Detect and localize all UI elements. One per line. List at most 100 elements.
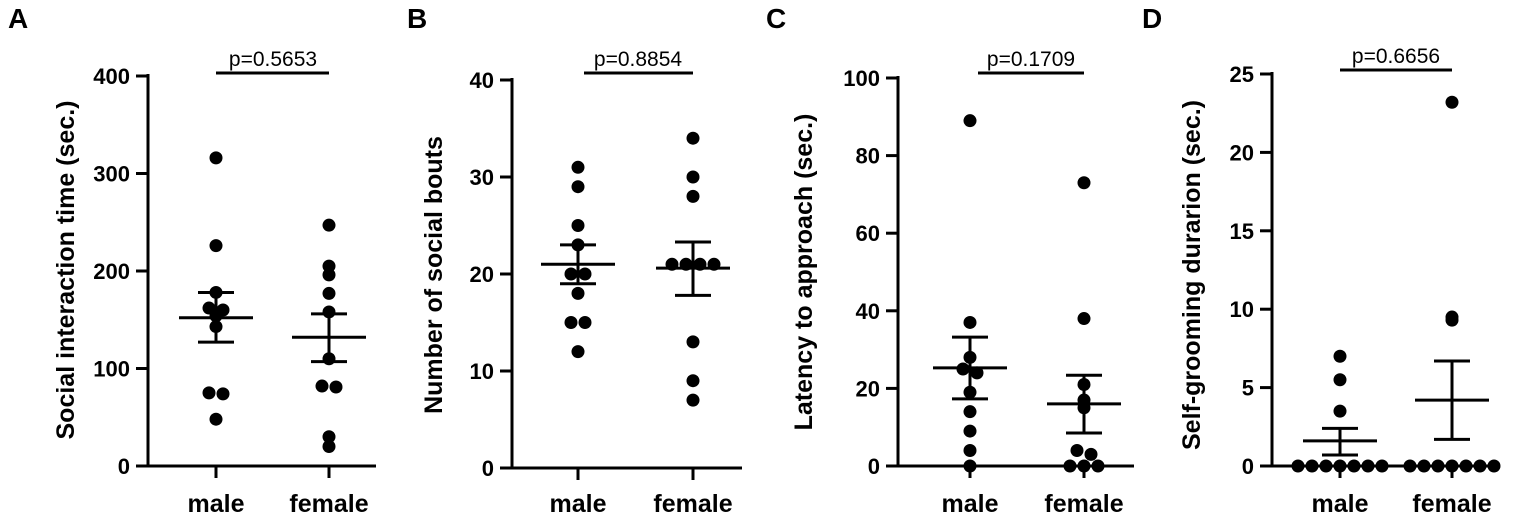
y-tick-label-d: 10 [1230, 297, 1254, 322]
y-tick-label-b: 40 [470, 68, 494, 93]
data-point-male-c [963, 443, 977, 457]
data-point-female-d [1473, 459, 1487, 473]
panel-b: B Number of social bouts p=0.8854 male f… [407, 3, 742, 518]
data-point-female-d [1445, 95, 1459, 109]
category-label-male-d: male [1312, 490, 1369, 518]
y-tick-label-d: 15 [1230, 219, 1254, 244]
category-label-female-b: female [653, 490, 732, 518]
panel-letter-b: B [407, 3, 427, 34]
p-value-b: p=0.8854 [594, 48, 682, 71]
data-point-female-c [1070, 443, 1084, 457]
data-point-female-a [322, 286, 336, 300]
data-point-male-d [1333, 373, 1347, 387]
y-tick-label-a: 400 [93, 64, 130, 89]
data-point-male-d [1361, 459, 1375, 473]
panel-d: D Self-grooming durarion (sec.) p=0.6656… [1142, 3, 1501, 518]
data-point-female-b [686, 374, 700, 388]
y-tick-label-a: 0 [118, 454, 130, 479]
data-point-male-d [1319, 459, 1333, 473]
y-axis-title-b: Number of social bouts [420, 136, 448, 414]
data-point-male-a [202, 386, 216, 400]
data-point-male-d [1333, 459, 1347, 473]
data-point-female-d [1431, 459, 1445, 473]
category-label-female-c: female [1044, 490, 1123, 518]
data-point-female-d [1445, 313, 1459, 327]
category-label-male-a: male [188, 490, 245, 518]
y-tick-label-d: 0 [1242, 454, 1254, 479]
data-point-male-b [571, 160, 585, 174]
y-tick-label-c: 60 [856, 221, 880, 246]
data-point-male-d [1333, 349, 1347, 363]
data-point-female-b [686, 131, 700, 145]
data-point-female-a [322, 430, 336, 444]
y-axis-title-c: Latency to approach (sec.) [790, 114, 818, 431]
data-point-male-b [571, 286, 585, 300]
y-tick-label-d: 5 [1242, 376, 1254, 401]
data-point-female-c [1077, 312, 1091, 326]
y-tick-label-b: 20 [470, 262, 494, 287]
data-point-female-c [1091, 459, 1105, 473]
data-point-male-b [571, 180, 585, 194]
data-point-male-b [564, 316, 578, 329]
y-tick-label-b: 0 [482, 456, 494, 481]
data-point-male-b [578, 316, 592, 329]
data-point-female-a [315, 379, 329, 393]
y-tick-label-d: 20 [1230, 140, 1254, 165]
y-tick-label-d: 25 [1230, 62, 1254, 87]
p-value-a: p=0.5653 [229, 48, 317, 71]
y-tick-label-c: 0 [868, 454, 880, 479]
panel-letter-a: A [8, 3, 28, 34]
category-label-male-b: male [550, 490, 607, 518]
y-tick-label-b: 30 [470, 165, 494, 190]
data-point-male-c [970, 366, 984, 380]
data-point-female-c [1077, 459, 1091, 473]
category-label-female-a: female [289, 490, 368, 518]
data-point-male-a [209, 412, 223, 426]
data-point-female-a [322, 440, 336, 453]
data-point-female-a [322, 218, 336, 232]
data-point-male-d [1305, 459, 1319, 473]
category-label-female-d: female [1412, 490, 1491, 518]
data-point-female-c [1084, 447, 1098, 461]
y-axis-title-d: Self-grooming durarion (sec.) [1178, 100, 1206, 450]
data-point-female-c [1077, 176, 1091, 190]
data-point-female-d [1445, 459, 1459, 473]
data-point-female-b [686, 170, 700, 184]
data-point-female-c [1063, 459, 1077, 473]
data-point-male-b [578, 267, 592, 281]
data-point-male-a [209, 151, 223, 165]
p-value-d: p=0.6656 [1352, 45, 1440, 68]
panel-a: A Social interaction time (sec.) p=0.565… [8, 3, 376, 518]
data-point-male-d [1333, 404, 1347, 418]
data-point-male-d [1375, 459, 1389, 473]
data-point-female-a [329, 380, 343, 394]
y-tick-label-c: 100 [843, 66, 880, 91]
data-point-female-d [1417, 459, 1431, 473]
data-point-male-c [963, 459, 977, 473]
data-point-male-a [209, 239, 223, 253]
data-point-female-d [1403, 459, 1417, 473]
data-point-male-a [216, 387, 230, 401]
y-tick-label-c: 80 [856, 144, 880, 169]
data-point-female-b [686, 189, 700, 203]
p-value-c: p=0.1709 [987, 48, 1075, 71]
y-axis-title-a: Social interaction time (sec.) [52, 101, 80, 440]
data-point-male-c [963, 405, 977, 419]
data-point-female-d [1459, 459, 1473, 473]
data-point-female-b [686, 335, 700, 349]
y-tick-label-a: 200 [93, 259, 130, 284]
data-point-male-b [571, 219, 585, 232]
data-point-female-d [1487, 459, 1501, 473]
y-tick-label-b: 10 [470, 359, 494, 384]
data-point-male-d [1291, 459, 1305, 473]
y-tick-label-a: 300 [93, 162, 130, 187]
panel-c: C Latency to approach (sec.) p=0.1709 ma… [766, 3, 1134, 518]
data-point-male-d [1347, 459, 1361, 473]
data-point-female-b [686, 393, 700, 407]
y-tick-label-c: 20 [856, 376, 880, 401]
y-tick-label-a: 100 [93, 357, 130, 382]
y-tick-label-c: 40 [856, 299, 880, 324]
data-point-male-c [963, 315, 977, 329]
panel-letter-c: C [766, 3, 786, 34]
